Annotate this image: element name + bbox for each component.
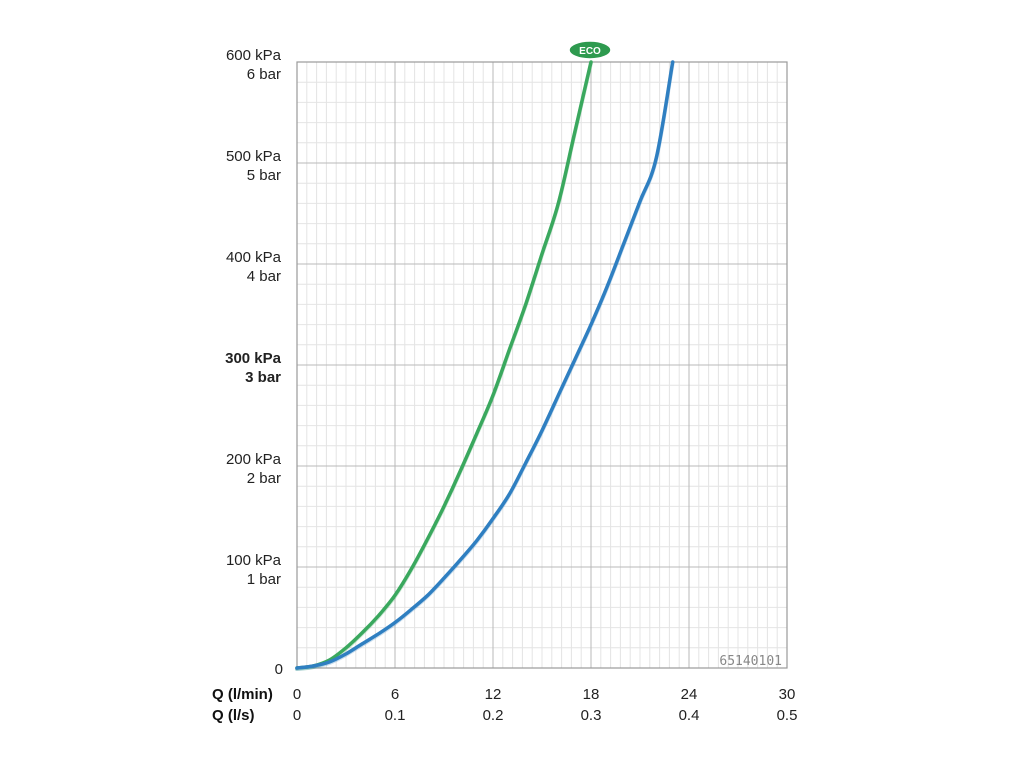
y-tick-label-bar: 3 bar — [245, 369, 281, 386]
eco-series-line — [295, 60, 593, 670]
y-tick-label-bar: 6 bar — [247, 66, 281, 83]
product-code: 65140101 — [719, 654, 782, 669]
x-tick-label-lmin: 12 — [485, 686, 502, 703]
x-tick-label-lmin: 6 — [391, 686, 399, 703]
y-tick-label-bar: 4 bar — [247, 268, 281, 285]
plot-border — [296, 61, 788, 669]
eco-badge: ECO — [568, 40, 612, 60]
x-tick-label-ls: 0.4 — [679, 707, 700, 724]
x-tick-label-ls: 0.2 — [483, 707, 504, 724]
y-tick-label-bar: 1 bar — [247, 571, 281, 588]
y-tick-label-bar: 5 bar — [247, 167, 281, 184]
x-axis-primary-label: Q (l/min) — [212, 686, 273, 703]
y-tick-label-kpa: 100 kPa — [226, 552, 282, 569]
x-tick-label-lmin: 24 — [681, 686, 698, 703]
x-tick-label-ls: 0.5 — [777, 707, 798, 724]
x-axis-ticks: 0 6 12 18 24 30 0 0.1 0.2 0.3 0.4 0.5 — [293, 686, 798, 724]
y-tick-label-bar: 2 bar — [247, 470, 281, 487]
x-tick-label-ls: 0 — [293, 707, 301, 724]
plot-frame — [296, 61, 788, 669]
x-tick-label-lmin: 18 — [583, 686, 600, 703]
y-tick-label-kpa: 500 kPa — [226, 148, 282, 165]
x-tick-label-lmin: 0 — [293, 686, 301, 703]
series-line-2 — [295, 60, 675, 670]
y-tick-label-kpa: 400 kPa — [226, 249, 282, 266]
x-tick-label-ls: 0.3 — [581, 707, 602, 724]
y-axis-ticks: 0 100 kPa 1 bar 200 kPa 2 bar 300 kPa 3 bar 400… — [225, 47, 283, 678]
series-line-2-glow — [295, 61, 675, 671]
major-grid — [297, 62, 787, 668]
x-tick-label-lmin: 30 — [779, 686, 796, 703]
y-tick-label-kpa: 600 kPa — [226, 47, 282, 64]
series-layer — [295, 60, 675, 671]
x-tick-label-ls: 0.1 — [385, 707, 406, 724]
eco-badge-label: ECO — [579, 46, 601, 57]
y-tick-label: 0 — [275, 661, 283, 678]
x-axis-secondary-label: Q (l/s) — [212, 707, 255, 724]
y-tick-label-kpa: 300 kPa — [225, 350, 282, 367]
y-tick-label-kpa: 200 kPa — [226, 451, 282, 468]
eco-badge-shape — [568, 40, 612, 60]
